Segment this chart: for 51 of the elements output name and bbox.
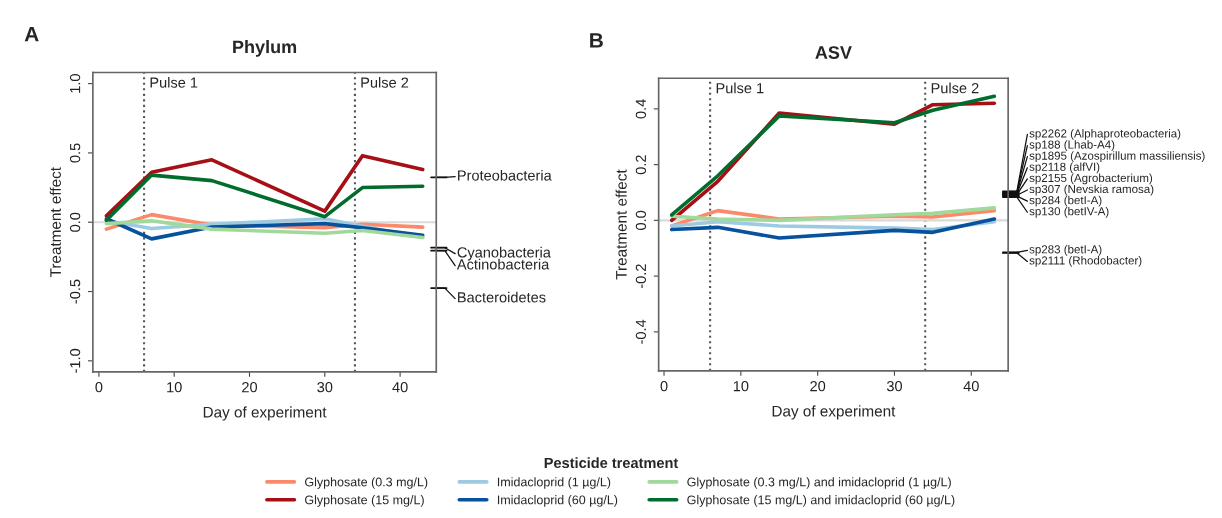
x-tick-label: 40: [392, 382, 408, 393]
x-axis-title: Day of experiment: [203, 406, 327, 421]
legend-label: Glyphosate (15 mg/L) and imidacloprid (60 µg/L): [687, 495, 955, 507]
x-tick-label: 20: [810, 381, 826, 392]
text: A: [24, 26, 39, 42]
text: sp2118 (alfVI): [1029, 162, 1100, 174]
text: sp2111 (Rhodobacter): [1029, 256, 1142, 267]
legend-label: Imidacloprid (1 µg/L): [497, 477, 611, 489]
y-axis-title: Treatment effect: [615, 169, 627, 280]
y-axis-title: Treatment effect: [49, 167, 61, 278]
ref-line-label: Pulse 1: [150, 77, 198, 88]
x-tick-label: 10: [733, 381, 749, 392]
ref-line-label: Pulse 2: [361, 77, 409, 88]
x-tick-label: 30: [886, 381, 903, 392]
y-tick-label: 0.4: [635, 99, 647, 119]
x-tick-label: 10: [167, 382, 182, 393]
y-tick-label: -0.4: [635, 319, 647, 344]
y-tick-label: 0.0: [69, 212, 81, 232]
text: sp284 (betI-A): [1029, 195, 1102, 207]
legend-label: Glyphosate (15 mg/L): [305, 495, 424, 507]
ref-line-label: Pulse 2: [931, 82, 979, 94]
x-tick-label: 0: [95, 382, 103, 393]
text: sp188 (Lhab-A4): [1029, 140, 1115, 151]
y-tick-label: 0.2: [635, 155, 647, 175]
text: sp307 (Nevskia ramosa): [1029, 184, 1154, 196]
x-tick-label: 30: [317, 382, 333, 393]
y-tick-label: -0.2: [635, 264, 647, 289]
text: sp1895 (Azospirillum massiliensis): [1029, 151, 1205, 163]
ref-line-label: Pulse 1: [716, 82, 764, 94]
chart-title: Phylum: [233, 39, 297, 57]
x-axis-title: Day of experiment: [772, 405, 896, 420]
x-tick-label: 40: [963, 381, 979, 392]
legend-label: Glyphosate (0.3 mg/L): [305, 477, 428, 489]
y-tick-label: 0.0: [635, 210, 647, 230]
x-tick-label: 20: [242, 382, 258, 393]
x-tick-label: 0: [660, 381, 668, 392]
y-tick-label: 0.5: [69, 143, 81, 163]
text: Bacteroidetes: [458, 291, 546, 303]
legend-label: Imidacloprid (60 µg/L): [497, 495, 618, 507]
text: sp2262 (Alphaproteobacteria): [1029, 129, 1181, 140]
text: sp130 (betIV-A): [1029, 206, 1109, 218]
legend-title: Pesticide treatment: [544, 457, 679, 469]
chart-title: ASV: [815, 46, 852, 59]
legend-label: Glyphosate (0.3 mg/L) and imidacloprid (1 µg/L): [687, 477, 951, 489]
y-tick-label: -1.0: [69, 348, 81, 373]
y-tick-label: 1.0: [69, 74, 81, 93]
text: B: [590, 33, 603, 48]
text: Proteobacteria: [458, 169, 552, 181]
text: sp283 (betI-A): [1029, 244, 1102, 256]
y-tick-label: -0.5: [69, 279, 81, 304]
text: sp2155 (Agrobacterium): [1029, 173, 1153, 185]
